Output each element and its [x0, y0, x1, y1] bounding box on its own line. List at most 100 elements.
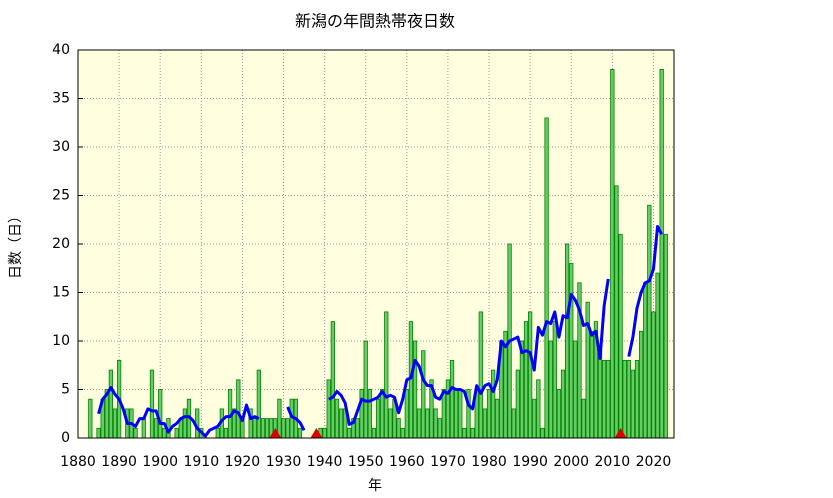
bar [88, 398, 93, 439]
bar [486, 389, 492, 439]
bar [297, 427, 303, 439]
bar [433, 408, 438, 439]
triangle-marker [269, 428, 282, 438]
y-tick-label: 0 [61, 430, 70, 446]
bar [589, 330, 594, 439]
y-tick-label: 35 [52, 91, 70, 107]
bar [458, 389, 463, 439]
bar [651, 311, 656, 439]
bar [515, 369, 520, 439]
bar [334, 398, 340, 439]
bar [281, 418, 286, 439]
bar [630, 369, 636, 439]
bar [618, 233, 623, 439]
bar [511, 408, 516, 439]
bar [449, 359, 455, 439]
y-tick-label: 15 [52, 285, 70, 301]
x-tick-label: 2020 [636, 454, 672, 470]
bar [478, 311, 483, 439]
bar [396, 418, 401, 439]
bar [322, 427, 327, 439]
chart-title: 新潟の年間熱帯夜日数 [295, 12, 455, 31]
bar [96, 427, 101, 439]
triangle-marker [614, 428, 627, 438]
bar [112, 408, 118, 439]
x-tick-label: 1910 [183, 454, 219, 470]
bar [573, 340, 578, 439]
bar [622, 359, 627, 439]
bar [330, 321, 335, 439]
bar [495, 398, 500, 439]
bar [371, 427, 377, 439]
bar [614, 185, 619, 439]
bar [601, 359, 607, 439]
bar [223, 427, 229, 439]
bar [153, 418, 159, 439]
bar [421, 350, 426, 439]
bar [560, 369, 566, 439]
bar [532, 398, 537, 439]
bar [149, 369, 155, 439]
bar [108, 369, 114, 439]
bar [647, 204, 652, 439]
bar [610, 69, 615, 439]
bar [556, 389, 562, 439]
bar [174, 427, 179, 439]
moving-average-line [97, 225, 663, 438]
bar [597, 350, 603, 439]
x-tick-label: 1920 [225, 454, 261, 470]
bar [565, 243, 570, 439]
bar [404, 389, 409, 439]
bar [540, 427, 545, 439]
bar [519, 340, 525, 439]
bar [536, 379, 541, 439]
bar [355, 418, 360, 439]
bar [548, 340, 553, 439]
bar [380, 389, 385, 439]
bar [260, 418, 266, 439]
bar [412, 340, 418, 439]
y-tick-label: 30 [52, 139, 70, 155]
bar [359, 389, 364, 439]
bar [454, 389, 459, 439]
y-axis-label: 日数（日） [8, 209, 24, 279]
bar [552, 321, 557, 439]
bar [417, 408, 422, 439]
bar [363, 340, 368, 439]
bar [384, 311, 389, 439]
bar [663, 233, 668, 439]
bar [277, 398, 282, 439]
bar [285, 418, 290, 439]
bar [606, 359, 611, 439]
bar [133, 427, 138, 439]
x-tick-label: 2000 [553, 454, 589, 470]
bar [482, 408, 488, 439]
bar [659, 69, 664, 439]
x-tick-label: 1970 [430, 454, 466, 470]
y-tick-label: 20 [52, 236, 70, 252]
bar [462, 427, 467, 439]
bar [256, 369, 261, 439]
x-tick-label: 2010 [595, 454, 631, 470]
bar [523, 321, 529, 439]
bar [162, 427, 167, 439]
bar [470, 427, 475, 439]
y-tick-label: 5 [61, 382, 70, 398]
x-tick-label: 1980 [471, 454, 507, 470]
bar [437, 418, 442, 439]
bar [215, 427, 220, 439]
bar [326, 379, 331, 439]
triangle-marker [310, 428, 323, 438]
bar [347, 427, 352, 439]
bar [643, 282, 648, 439]
bar [626, 359, 631, 439]
x-tick-label: 1940 [307, 454, 343, 470]
x-tick-label: 1900 [142, 454, 178, 470]
bar [445, 379, 451, 439]
bar [544, 117, 549, 439]
bar [158, 389, 163, 439]
bar [338, 408, 344, 439]
bar [264, 418, 270, 439]
bar [581, 398, 586, 439]
bar [375, 398, 381, 439]
